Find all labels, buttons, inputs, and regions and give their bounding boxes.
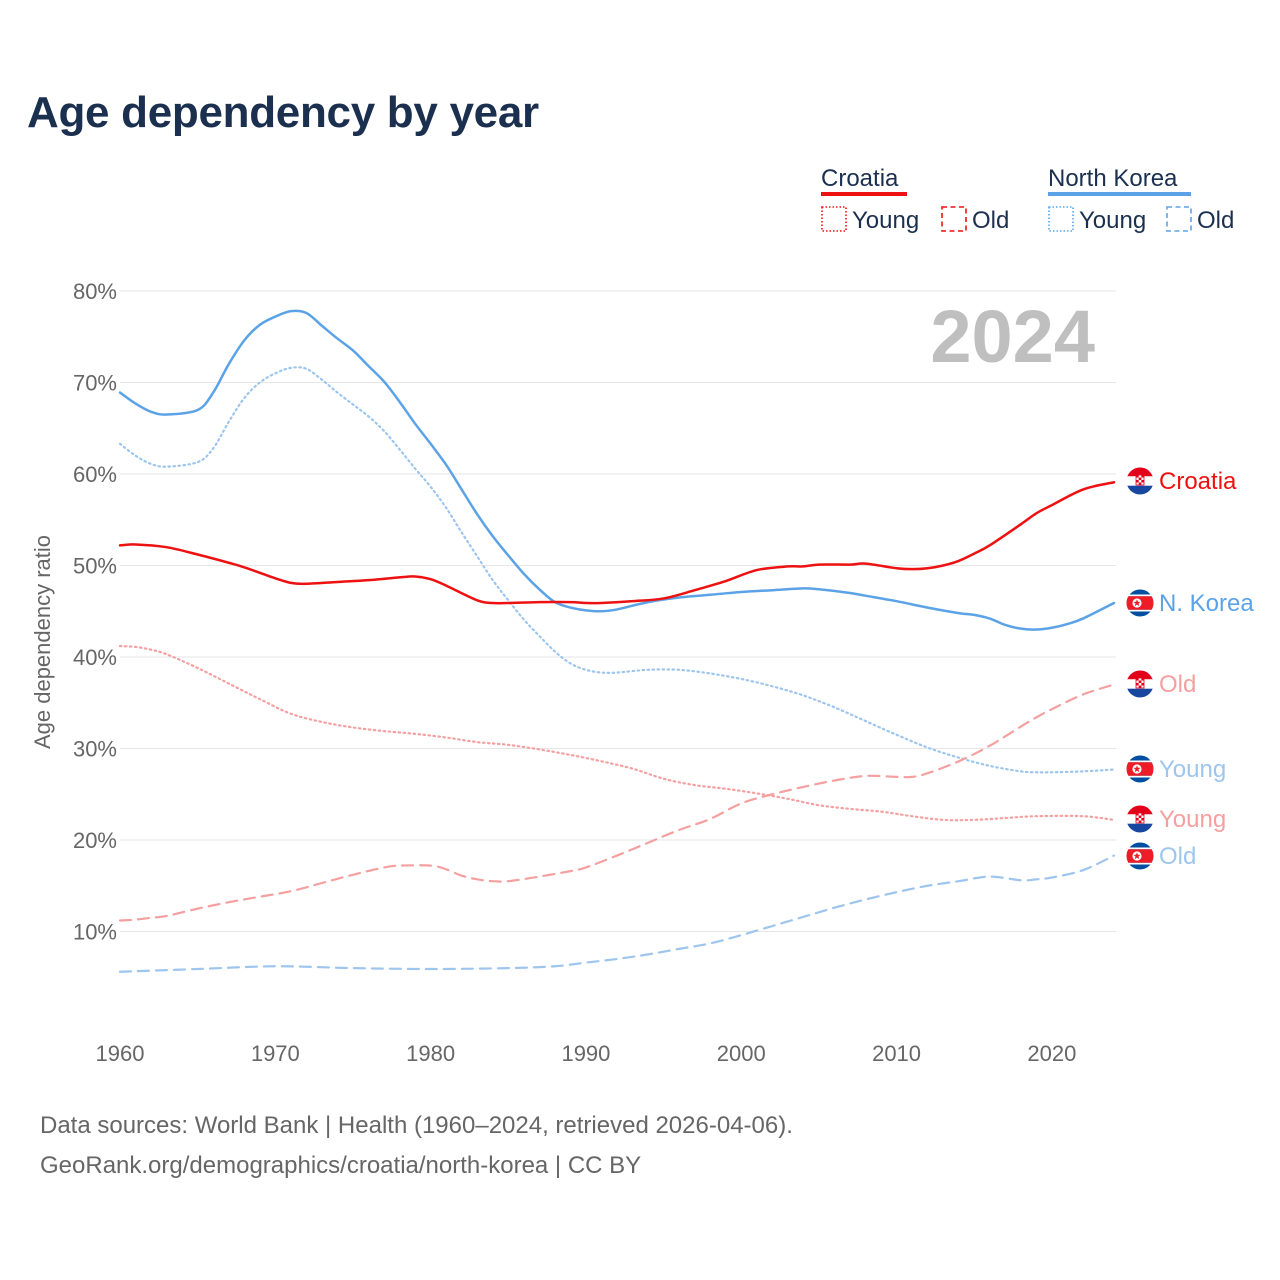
y-tick-label: 60% (73, 462, 117, 487)
x-tick-label: 1970 (251, 1041, 300, 1066)
legend-swatch-dashed (1166, 206, 1192, 232)
north-korea-flag-icon (1125, 841, 1155, 871)
croatia-flag-icon (1125, 804, 1155, 834)
x-axis: 1960 1970 1980 1990 2000 2010 2020 (96, 1041, 1077, 1066)
croatia-flag-icon (1125, 669, 1155, 699)
north-korea-flag-icon (1125, 588, 1155, 618)
chart-title: Age dependency by year (27, 88, 539, 137)
x-tick-label: 2000 (717, 1041, 766, 1066)
legend-item-old[interactable]: Old (972, 207, 1009, 234)
y-tick-label: 20% (73, 828, 117, 853)
x-tick-label: 2020 (1027, 1041, 1076, 1066)
y-axis-label: Age dependency ratio (30, 535, 55, 749)
x-tick-label: 1990 (561, 1041, 610, 1066)
legend-item-old[interactable]: Old (1197, 207, 1234, 234)
y-tick-label: 80% (73, 279, 117, 304)
series-line-croatia-young (118, 644, 1116, 822)
series-line-north-korea-young (118, 366, 1116, 774)
y-axis: 10% 20% 30% 40% 50% 60% 70% 80% (73, 279, 117, 945)
year-watermark: 2024 (930, 295, 1095, 378)
source-note: Data sources: World Bank | Health (1960–… (40, 1106, 793, 1186)
series-line-north-korea (118, 309, 1116, 631)
end-label-croatia-old: Old (1159, 671, 1196, 698)
legend-item-young[interactable]: Young (1079, 207, 1146, 234)
x-tick-label: 1960 (96, 1041, 145, 1066)
legend-group-croatia: Croatia (821, 165, 899, 192)
source-line-2[interactable]: GeoRank.org/demographics/croatia/north-k… (40, 1152, 642, 1179)
grid-lines (120, 290, 1116, 932)
series-lines (118, 309, 1116, 973)
end-label-north-korea-old: Old (1159, 843, 1196, 870)
series-line-croatia (118, 480, 1116, 605)
north-korea-flag-icon (1125, 754, 1155, 784)
legend-swatch-dotted (1048, 206, 1074, 232)
legend-item-young[interactable]: Young (852, 207, 919, 234)
y-tick-label: 10% (73, 920, 117, 945)
end-label-north-korea-young: Young (1159, 756, 1226, 783)
source-line-1: Data sources: World Bank | Health (1960–… (40, 1112, 793, 1139)
y-tick-label: 40% (73, 645, 117, 670)
end-label-croatia-young: Young (1159, 806, 1226, 833)
end-label-north-korea: N. Korea (1159, 590, 1254, 617)
series-line-north-korea-old (118, 854, 1116, 973)
x-tick-label: 2010 (872, 1041, 921, 1066)
legend-swatch-dotted (821, 206, 847, 232)
legend-group-north-korea: North Korea (1048, 165, 1178, 192)
croatia-flag-icon (1125, 466, 1155, 496)
end-label-croatia: Croatia (1159, 468, 1237, 495)
y-tick-label: 70% (73, 371, 117, 396)
series-line-croatia-old (118, 683, 1116, 922)
y-tick-label: 50% (73, 554, 117, 579)
end-labels: Croatia N. Korea Old Young Young Old (1125, 466, 1254, 871)
x-tick-label: 1980 (406, 1041, 455, 1066)
legend-swatch-dashed (941, 206, 967, 232)
y-tick-label: 30% (73, 737, 117, 762)
legend: Croatia Young Old North Korea Young Old (821, 165, 1234, 234)
